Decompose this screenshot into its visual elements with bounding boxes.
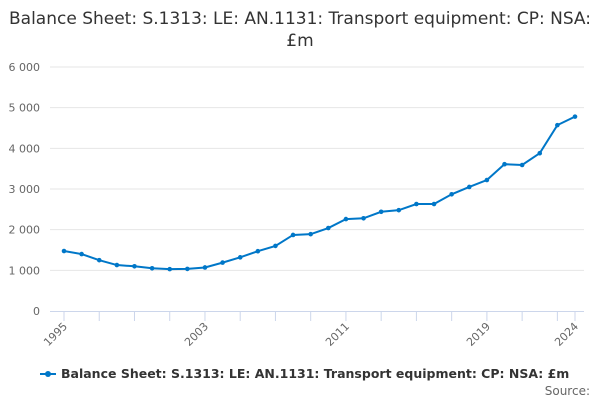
data-point — [431, 201, 437, 207]
legend-swatch — [40, 370, 56, 377]
data-point — [449, 191, 454, 197]
data-point — [290, 232, 296, 238]
legend-item[interactable]: Balance Sheet: S.1313: LE: AN.1131: Tran… — [40, 366, 569, 381]
x-tick-label: 1995 — [41, 320, 70, 349]
y-tick-label: 6 000 — [9, 61, 41, 74]
y-tick-label: 4 000 — [9, 142, 41, 155]
y-tick-label: 5 000 — [9, 102, 41, 115]
data-point — [185, 266, 190, 272]
data-point — [519, 162, 525, 168]
data-point — [114, 262, 120, 268]
data-point — [273, 243, 278, 249]
data-point — [255, 248, 261, 254]
x-tick-label: 2019 — [464, 320, 493, 349]
x-tick-label: 2024 — [552, 320, 581, 349]
source-label: Source: — [544, 384, 590, 398]
y-tick-label: 1 000 — [9, 264, 41, 277]
y-tick-label: 2 000 — [9, 224, 41, 237]
chart-title: Balance Sheet: S.1313: LE: AN.1131: Tran… — [8, 9, 591, 51]
data-point — [484, 177, 490, 183]
series-line — [63, 115, 576, 271]
data-point — [308, 231, 313, 237]
x-tick-label: 2003 — [182, 320, 211, 349]
y-tick-label: 0 — [33, 305, 40, 318]
data-point — [343, 216, 349, 222]
data-point — [396, 207, 402, 213]
data-point — [502, 161, 507, 167]
data-point — [61, 248, 67, 254]
legend-label: Balance Sheet: S.1313: LE: AN.1131: Tran… — [61, 366, 570, 381]
x-tick-label: 2011 — [323, 320, 352, 349]
data-point — [132, 263, 137, 269]
data-point — [167, 266, 173, 272]
data-point — [326, 225, 331, 231]
data-point — [96, 257, 102, 263]
y-tick-label: 3 000 — [9, 183, 41, 196]
data-point — [466, 184, 472, 190]
data-point — [149, 266, 155, 271]
data-point — [361, 215, 366, 221]
data-point — [378, 209, 384, 215]
data-point — [202, 265, 208, 270]
data-point — [414, 201, 419, 207]
data-point — [572, 114, 578, 119]
data-point — [220, 260, 225, 265]
data-point — [555, 122, 560, 128]
data-point — [537, 150, 543, 156]
data-point — [79, 251, 84, 257]
data-point — [237, 255, 243, 260]
